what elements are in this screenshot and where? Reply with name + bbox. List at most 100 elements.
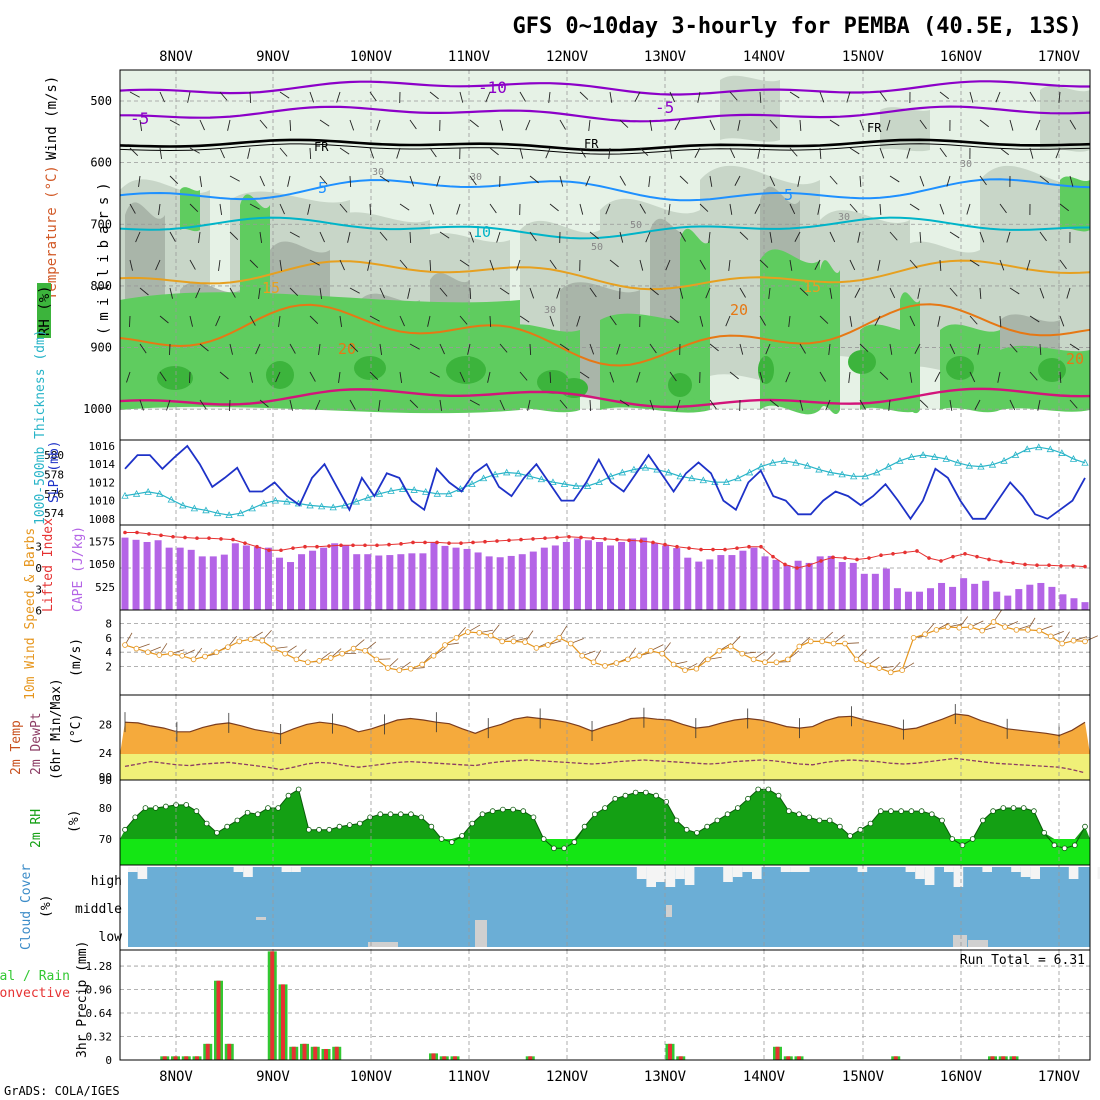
rh-point-49 [622,792,629,799]
wind-barb-204 [489,259,495,271]
wind-barb-371 [709,399,717,410]
wind-tick-2: 4 [105,646,112,659]
li-point-25 [423,540,427,545]
wind-barb-99 [229,175,240,182]
rh-point-1 [132,814,139,821]
wind-barb-342 [785,371,791,383]
cape-bar-54 [717,555,725,610]
li-point-24 [411,540,415,545]
li-point-45 [663,542,667,547]
wind-point-67 [887,669,894,676]
wind-barb-302 [559,343,570,351]
li-point-38 [579,535,583,540]
rh-point-4 [163,803,169,810]
wind-point-79 [1025,627,1031,633]
thickness-point-53 [734,474,742,482]
wind-barb-20 [729,91,738,101]
isotherm-label-p20c: 20 [1066,350,1084,368]
rh-point-10 [224,823,230,830]
cape-bar-85 [1059,594,1067,610]
wind-barb-282 [909,315,916,327]
li-point-31 [495,539,499,543]
wind-point-52 [716,647,723,654]
slp-tick-4: 1008 [89,513,116,526]
wind-barb-64 [129,147,139,157]
wind-point-71 [933,627,940,633]
wind-point-54 [739,650,745,657]
wind-point-62 [830,640,837,647]
thickness-point-3 [156,489,164,497]
wind-barb-41 [409,119,417,130]
slp-slp-label: SLP (mb) [47,440,62,503]
slp-tick-0: 1016 [89,440,116,453]
wind-barb-102 [319,175,328,185]
rh-point-63 [765,786,772,793]
date-label-bottom-1: 9NOV [256,1069,290,1085]
cape-bar-87 [1081,602,1089,610]
precip-conv-bar-18 [324,1048,328,1060]
wind-barb-231 [349,287,360,294]
li-point-28 [459,541,463,545]
cape-bar-10 [231,543,239,610]
wind-barb-151 [817,203,821,215]
thickness-point-69 [919,451,927,458]
wind-barb-300 [499,343,508,353]
wind-barb-132 [249,203,260,210]
wind-barb-130 [189,203,199,213]
wind-tick-3: 2 [105,661,112,674]
cape-bar-33 [485,556,493,610]
cape-bar-0 [121,537,129,610]
wind-barb-85 [757,147,761,159]
cloud-low-0 [475,920,487,947]
wind-barb-201 [399,259,408,269]
thickness-point-56 [769,458,777,466]
wind-point-80 [1036,627,1043,634]
slp-thickness-panel: 1016 1014 1012 1010 1008 580 578 576 574 [44,439,1091,526]
rh-point-46 [591,811,598,817]
cape-bar-9 [220,554,228,610]
wind-barb-267 [459,315,468,325]
rh-green-region-12 [180,187,200,232]
wind-barb-178 [679,231,686,242]
cape-bar-55 [728,555,736,610]
wind-barb-40 [376,119,381,131]
wind-point-13 [270,645,277,652]
wind-barb-286 [1029,315,1040,323]
wind-barb-358 [315,399,321,411]
wind-barb-157 [999,203,1007,214]
cape-bar-27 [419,553,427,610]
wind-barb-149 [754,203,761,214]
cloud-low-4 [666,905,672,917]
wind-point-53 [727,643,734,650]
li-tick-3: 6 [35,605,42,618]
wind-barb-37 [289,119,292,132]
thickness-point-81 [1058,449,1066,456]
isotherm-label-p10: 10 [473,223,491,241]
wind-barb-36 [259,119,268,129]
wind-barb-328 [369,371,379,381]
precip-ylabel: 3hr Precip (mm) [75,941,90,1058]
thickness-point-61 [826,468,835,476]
li-point-30 [483,539,487,544]
wind-barb-327 [338,371,341,383]
cloud-low-5 [256,917,266,920]
thickness-point-42 [607,472,615,480]
date-label-bottom-4: 12NOV [546,1069,589,1085]
wind-barb-189 [1006,231,1011,243]
rh-contour-label-5: 50 [591,242,603,253]
cape-bar-16 [298,554,306,610]
wind-barb-32 [139,119,143,131]
wind-barb-206 [549,259,557,270]
wind-point-22 [373,656,380,663]
rh-tick-1: 80 [99,802,112,815]
wind-barb-261 [278,315,281,327]
wind-barb-298 [439,343,445,355]
wind-barb-213 [759,259,769,268]
cape-bar-48 [651,543,659,610]
wind-barb-68 [247,147,251,159]
thickness-point-64 [861,472,869,480]
wind-barb-88 [849,147,860,155]
wind-barb-21 [759,91,762,104]
wind-barb-96 [138,175,141,187]
wind-barb-377 [888,399,891,411]
